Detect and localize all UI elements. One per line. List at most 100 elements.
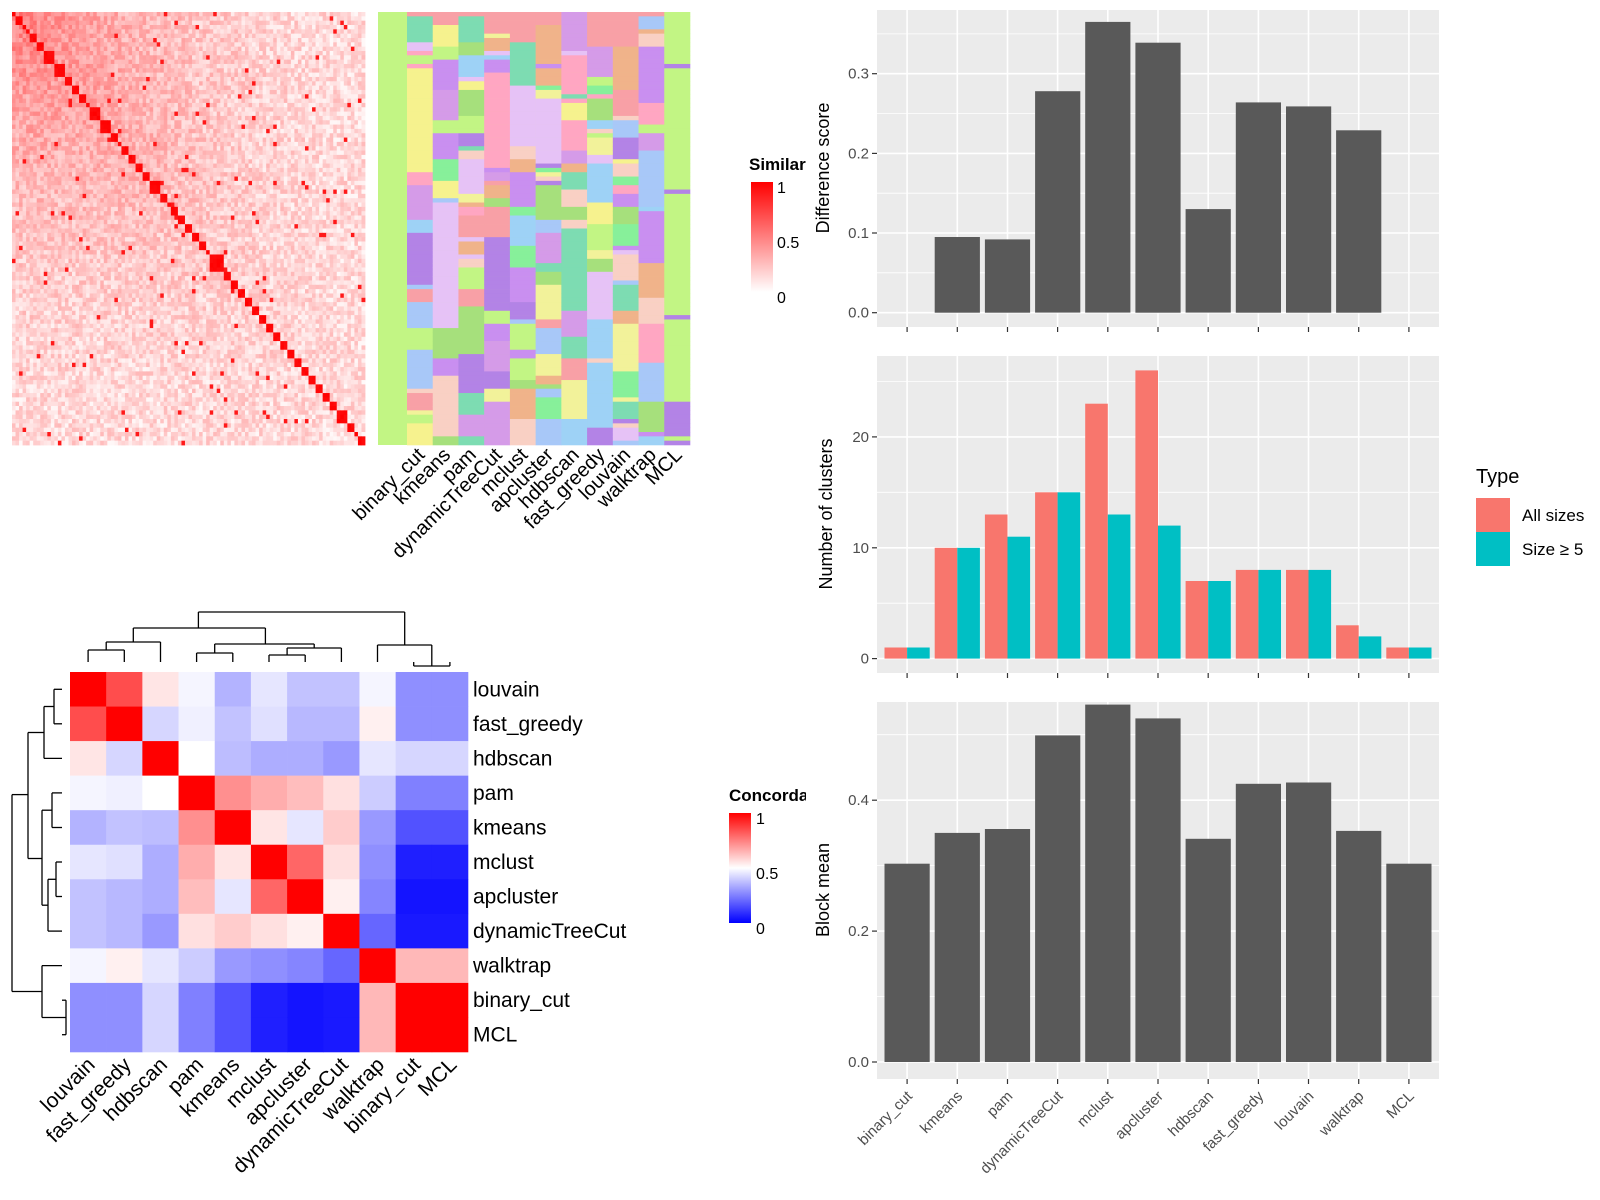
similarity-cell [213, 112, 217, 117]
similarity-cell [79, 168, 83, 173]
similarity-cell [266, 99, 270, 104]
similarity-cell [277, 107, 281, 112]
similarity-cell [83, 120, 87, 125]
similarity-cell [224, 73, 228, 78]
similarity-cell [273, 21, 277, 26]
similarity-cell [316, 47, 320, 52]
similarity-cell [206, 94, 210, 99]
similarity-cell [280, 90, 284, 95]
similarity-cell [40, 142, 44, 147]
similarity-cell [68, 181, 72, 186]
similarity-cell [171, 146, 175, 151]
similarity-cell [93, 224, 97, 229]
similarity-cell [51, 77, 55, 82]
similarity-cell [171, 55, 175, 60]
similarity-cell [58, 94, 62, 99]
similarity-cell [227, 138, 231, 143]
similarity-cell [301, 207, 305, 212]
similarity-cell [252, 120, 256, 125]
similarity-cell [256, 224, 260, 229]
similarity-cell [259, 224, 263, 229]
similarity-cell [270, 99, 274, 104]
similarity-cell [30, 47, 34, 52]
similarity-cell [125, 155, 129, 160]
similarity-cell [354, 203, 358, 208]
similarity-cell [79, 125, 83, 130]
similarity-cell [256, 64, 260, 69]
similarity-cell [192, 12, 196, 17]
similarity-cell [100, 103, 104, 108]
similarity-cell [217, 203, 221, 208]
similarity-cell [160, 198, 164, 203]
similarity-cell [136, 224, 140, 229]
similarity-cell [294, 207, 298, 212]
similarity-cell [90, 203, 94, 208]
similarity-cell [19, 159, 23, 164]
similarity-cell [361, 198, 365, 203]
similarity-cell [19, 107, 23, 112]
similarity-cell [143, 129, 147, 134]
similarity-cell [26, 116, 30, 121]
similarity-cell [44, 151, 48, 156]
similarity-cell [150, 42, 154, 47]
similarity-cell [97, 38, 101, 43]
similarity-cell [68, 133, 72, 138]
similarity-cell [40, 86, 44, 91]
similarity-cell [333, 177, 337, 182]
similarity-cell [160, 216, 164, 221]
similarity-cell [12, 16, 16, 21]
similarity-cell [217, 190, 221, 195]
similarity-cell [93, 94, 97, 99]
similarity-cell [344, 224, 348, 229]
similarity-cell [167, 138, 171, 143]
similarity-cell [146, 133, 150, 138]
similarity-cell [40, 107, 44, 112]
similarity-cell [157, 172, 161, 177]
similarity-cell [333, 181, 337, 186]
similarity-cell [270, 116, 274, 121]
similarity-cell [132, 60, 136, 65]
similarity-cell [51, 125, 55, 130]
similarity-cell [174, 103, 178, 108]
similarity-cell [181, 12, 185, 17]
similarity-cell [192, 159, 196, 164]
similarity-cell [337, 77, 341, 82]
similarity-cell [189, 198, 193, 203]
similarity-cell [256, 94, 260, 99]
similarity-cell [199, 38, 203, 43]
similarity-cell [58, 220, 62, 225]
similarity-cell [220, 185, 224, 190]
similarity-cell [213, 146, 217, 151]
similarity-cell [326, 90, 330, 95]
similarity-cell [189, 129, 193, 134]
similarity-cell [347, 220, 351, 225]
similarity-cell [231, 107, 235, 112]
similarity-cell [270, 203, 274, 208]
similarity-cell [263, 116, 267, 121]
similarity-cell [347, 138, 351, 143]
similarity-cell [174, 29, 178, 34]
similarity-cell [58, 107, 62, 112]
similarity-cell [256, 107, 260, 112]
similarity-cell [12, 81, 16, 86]
similarity-cell [23, 90, 27, 95]
similarity-cell [316, 203, 320, 208]
similarity-cell [30, 16, 34, 21]
similarity-cell [111, 51, 115, 56]
similarity-cell [301, 55, 305, 60]
similarity-cell [238, 133, 242, 138]
similarity-cell [213, 86, 217, 91]
similarity-cell [40, 151, 44, 156]
similarity-cell [128, 146, 132, 151]
similarity-cell [160, 194, 164, 199]
similarity-cell [238, 138, 242, 143]
similarity-cell [316, 164, 320, 169]
similarity-cell [220, 60, 224, 65]
similarity-cell [65, 120, 69, 125]
similarity-cell [97, 86, 101, 91]
similarity-cell [351, 25, 355, 30]
similarity-cell [167, 64, 171, 69]
similarity-cell [196, 116, 200, 121]
similarity-cell [153, 211, 157, 216]
similarity-cell [16, 120, 20, 125]
